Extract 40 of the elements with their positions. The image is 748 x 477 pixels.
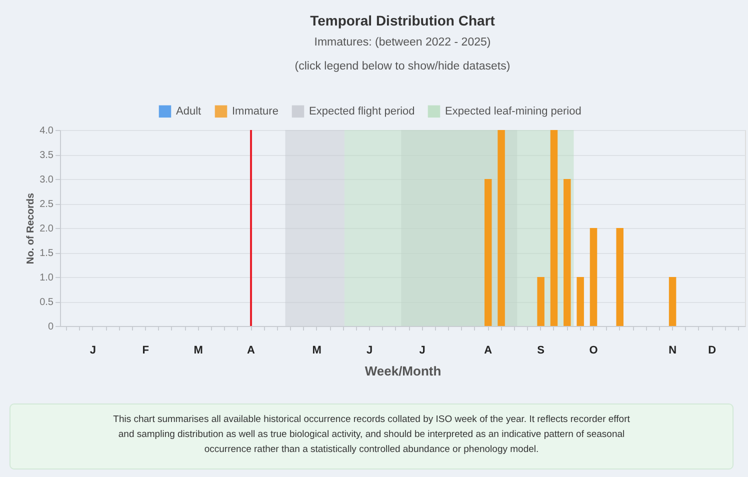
y-tick-label: 0.5 (40, 297, 54, 308)
x-tick-label: S (537, 344, 544, 356)
y-tick-label: 1.5 (40, 248, 54, 259)
x-tick-label: J (90, 344, 96, 356)
y-tick-label: 2.5 (40, 199, 54, 210)
x-tick-label: A (247, 344, 256, 356)
chart-subtitle: Immatures: (between 2022 - 2025) (314, 36, 491, 48)
x-tick-label: O (589, 344, 598, 356)
bar (550, 130, 558, 326)
legend-label: Adult (176, 105, 202, 118)
text: (click legend below to show/hide datasets) (294, 60, 510, 72)
y-tick-label: 3.0 (40, 174, 54, 186)
y-tick-label: 1.0 (40, 272, 54, 284)
x-tick-label: J (419, 344, 426, 356)
y-tick-label: 4.0 (40, 126, 54, 136)
legend-label: Immature (232, 105, 278, 118)
bar (564, 179, 571, 326)
x-tick-label: F (142, 344, 150, 356)
x-tick-label: D (708, 344, 716, 356)
x-axis-title: Week/Month (364, 364, 442, 378)
bar (537, 277, 544, 326)
x-tick-label: J (366, 344, 373, 356)
bar (668, 277, 676, 326)
legend-label: Expected leaf-mining period (445, 105, 582, 118)
text: This chart summarises all available historical occurrence records collated by ISO week of the year. It reflects recorder effort and sampling distribution as well as true biological activity, and should be interpreted as an indicative pattern of seasonal occurrence rather than a statistically controlled abundance or phenology model. (113, 414, 630, 455)
bar (590, 228, 598, 326)
bar (484, 179, 492, 326)
y-tick-label: 3.5 (40, 150, 54, 161)
bar (498, 130, 505, 326)
bar (576, 277, 584, 326)
x-tick-label: M (312, 344, 322, 356)
chart-title: Temporal Distribution Chart (310, 12, 496, 28)
x-tick-label: M (194, 344, 203, 356)
x-tick-label: A (484, 344, 492, 356)
y-tick-label: 2.0 (40, 224, 54, 234)
x-tick-label: N (668, 344, 677, 356)
y-axis-title: No. of Records (26, 192, 37, 264)
bar (616, 228, 624, 326)
y-tick-label: 0 (48, 322, 54, 332)
legend-label: Expected flight period (309, 105, 415, 118)
